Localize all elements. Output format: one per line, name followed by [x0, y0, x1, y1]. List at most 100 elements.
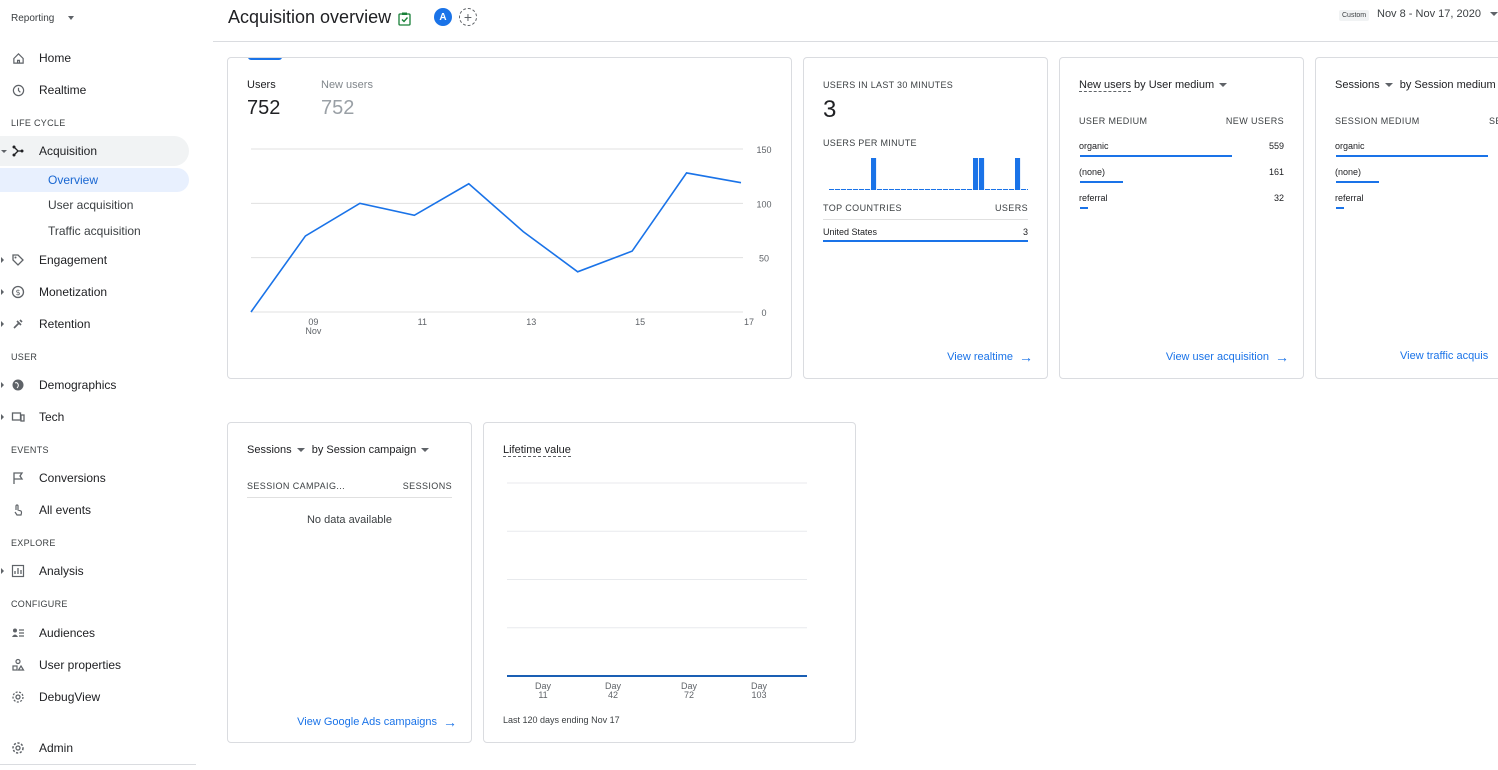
- metric-selector[interactable]: Sessions: [247, 444, 292, 456]
- arrow-right-icon: →: [1019, 349, 1033, 365]
- dimension-selector[interactable]: by User medium: [1134, 79, 1215, 91]
- metric-selector[interactable]: Sessions: [1335, 79, 1380, 91]
- card-title[interactable]: New users by User medium: [1079, 79, 1228, 92]
- card-title[interactable]: Sessions by Session campaign: [247, 444, 430, 456]
- sidebar-item-all-events[interactable]: All events: [0, 495, 189, 525]
- view-google-ads-link[interactable]: View Google Ads campaigns →: [297, 715, 457, 729]
- sidebar-item-demographics[interactable]: Demographics: [0, 370, 189, 400]
- add-comparison-button[interactable]: +: [459, 8, 477, 26]
- sidebar-item-user-properties[interactable]: User properties: [0, 650, 189, 680]
- sidebar-item-acquisition[interactable]: Acquisition: [0, 136, 189, 166]
- sidebar-subitem-traffic-acquisition[interactable]: Traffic acquisition: [0, 219, 189, 243]
- x-tick-label: 11: [418, 317, 427, 327]
- expand-arrow-icon[interactable]: [1, 568, 4, 574]
- section-events: EVENTS: [11, 445, 49, 455]
- row-label: organic: [1335, 141, 1365, 151]
- comparison-avatar[interactable]: A: [434, 8, 452, 26]
- tab-users[interactable]: Users: [247, 79, 276, 91]
- chevron-down-icon: [68, 16, 75, 21]
- property-selector[interactable]: Reporting: [11, 13, 75, 24]
- date-range-picker[interactable]: Nov 8 - Nov 17, 2020: [1377, 8, 1481, 20]
- chevron-down-icon[interactable]: [421, 448, 430, 453]
- sidebar-item-engagement[interactable]: Engagement: [0, 245, 189, 275]
- view-realtime-label: View realtime: [947, 351, 1013, 363]
- sidebar-item-retention[interactable]: Retention: [0, 309, 189, 339]
- country-label: United States: [823, 227, 878, 237]
- minute-bar: [883, 189, 889, 190]
- tab-new-users[interactable]: New users: [321, 79, 373, 91]
- x-tick-label: 11: [538, 690, 547, 700]
- metric-selector[interactable]: New users: [1079, 79, 1131, 92]
- devices-icon: [11, 410, 25, 424]
- x-tick-label: Day: [535, 681, 552, 691]
- card-title[interactable]: Lifetime value: [503, 444, 571, 457]
- x-tick-label: 09: [308, 317, 318, 327]
- col-sessions: SE: [1489, 116, 1498, 126]
- row-share-bar: [1336, 155, 1488, 157]
- dimension-selector[interactable]: by Session medium: [1399, 79, 1496, 91]
- sidebar-item-monetization[interactable]: $ Monetization: [0, 277, 189, 307]
- touch-icon: [11, 503, 25, 517]
- sidebar-item-tech[interactable]: Tech: [0, 402, 189, 432]
- sidebar-item-label: Realtime: [39, 83, 87, 97]
- sidebar-item-realtime[interactable]: Realtime: [0, 75, 189, 105]
- divider: [0, 764, 196, 765]
- expand-arrow-icon[interactable]: [1, 414, 4, 420]
- view-traffic-acquisition-link[interactable]: View traffic acquis: [1400, 350, 1488, 362]
- user-medium-card: New users by User medium USER MEDIUM NEW…: [1059, 57, 1304, 379]
- sidebar-item-label: All events: [39, 503, 92, 517]
- sidebar-item-label: Conversions: [39, 471, 106, 485]
- sidebar-item-home[interactable]: Home: [0, 43, 189, 73]
- realtime-card: USERS IN LAST 30 MINUTES 3 USERS PER MIN…: [803, 57, 1048, 379]
- col-session-campaign: SESSION CAMPAIG...: [247, 481, 346, 491]
- view-user-acquisition-label: View user acquisition: [1165, 351, 1269, 363]
- magnet-icon: [11, 317, 25, 331]
- ltv-footer: Last 120 days ending Nov 17: [503, 715, 620, 725]
- sidebar-item-conversions[interactable]: Conversions: [0, 463, 189, 493]
- property-selector-label: Reporting: [11, 13, 55, 24]
- x-tick-label: 72: [684, 690, 694, 700]
- dimension-selector[interactable]: by Session campaign: [311, 444, 417, 456]
- sidebar-item-analysis[interactable]: Analysis: [0, 556, 189, 586]
- minute-bar: [997, 189, 1003, 190]
- chevron-down-icon[interactable]: [1384, 83, 1393, 88]
- view-realtime-link[interactable]: View realtime →: [947, 350, 1033, 364]
- x-tick-label: 13: [526, 317, 536, 327]
- sidebar-item-admin[interactable]: Admin: [0, 733, 189, 763]
- sidebar-nav: Reporting Home Realtime LIFE CYCLE Acqui…: [0, 0, 196, 770]
- session-campaign-card: Sessions by Session campaign SESSION CAM…: [227, 422, 472, 743]
- sidebar-item-audiences[interactable]: Audiences: [0, 618, 189, 648]
- check-icon[interactable]: [398, 12, 411, 31]
- expand-arrow-icon[interactable]: [1, 321, 4, 327]
- expand-arrow-icon[interactable]: [1, 257, 4, 263]
- chevron-down-icon[interactable]: [1219, 83, 1228, 88]
- properties-icon: [11, 658, 25, 672]
- view-traffic-acquisition-label: View traffic acquis: [1400, 350, 1489, 362]
- selected-tab-indicator: [248, 58, 282, 60]
- minute-bar: [895, 189, 901, 190]
- minute-bar: [1009, 189, 1015, 190]
- expand-arrow-icon[interactable]: [1, 149, 7, 153]
- arrow-right-icon: →: [1275, 349, 1289, 365]
- chevron-down-icon[interactable]: [1490, 12, 1498, 16]
- minute-bar: [877, 189, 883, 190]
- sidebar-item-debugview[interactable]: DebugView: [0, 682, 189, 712]
- expand-arrow-icon[interactable]: [1, 382, 4, 388]
- sidebar-subitem-user-acquisition[interactable]: User acquisition: [0, 193, 189, 217]
- minute-bar: [907, 189, 913, 190]
- sidebar-subitem-label: User acquisition: [48, 198, 134, 212]
- analysis-icon: [11, 564, 25, 578]
- expand-arrow-icon[interactable]: [1, 289, 4, 295]
- ltv-title[interactable]: Lifetime value: [503, 444, 571, 457]
- section-life-cycle: LIFE CYCLE: [11, 118, 66, 128]
- minute-bar: [871, 158, 877, 190]
- card-title[interactable]: Sessions by Session medium: [1335, 79, 1496, 91]
- sidebar-item-label: DebugView: [39, 690, 101, 704]
- chevron-down-icon[interactable]: [296, 448, 305, 453]
- view-user-acquisition-link[interactable]: View user acquisition →: [1166, 350, 1289, 364]
- clock-icon: [11, 83, 25, 97]
- minute-bar: [985, 189, 991, 190]
- sidebar-subitem-overview[interactable]: Overview: [0, 168, 189, 192]
- report-header: Acquisition overview A + Custom Nov 8 - …: [213, 0, 1498, 42]
